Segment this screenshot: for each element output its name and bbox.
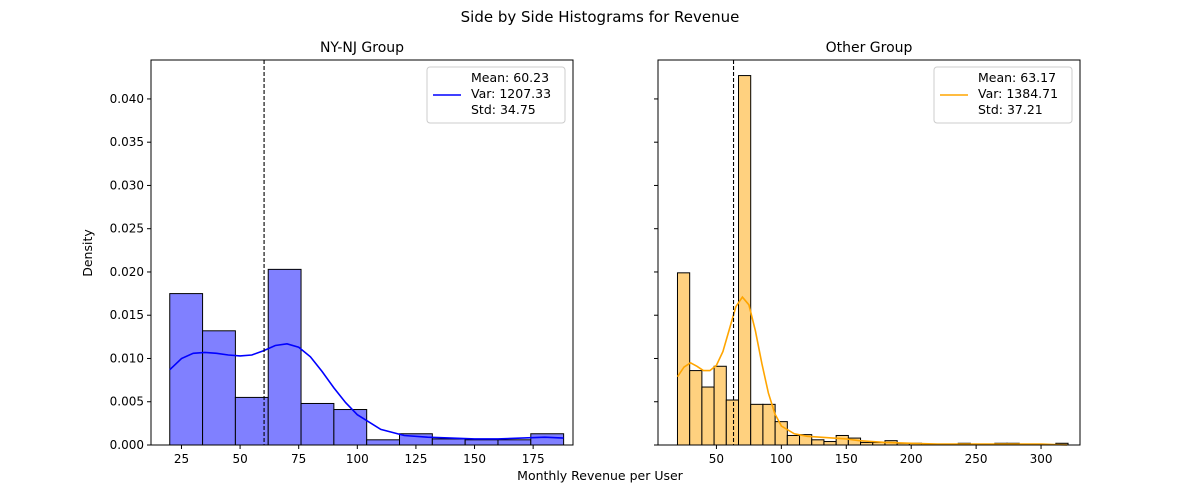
legend-text: Mean: 63.17 — [978, 70, 1056, 85]
x-tick-label: 100 — [346, 452, 369, 466]
histogram-bar — [835, 434, 849, 446]
x-tick-label: 50 — [232, 452, 247, 466]
histogram-bar — [530, 433, 565, 446]
histogram-bar — [300, 402, 335, 446]
x-tick-label: 300 — [1030, 452, 1053, 466]
legend-text: Var: 1384.71 — [978, 86, 1058, 101]
x-tick-label: 250 — [965, 452, 988, 466]
x-tick-label: 25 — [174, 452, 189, 466]
histogram-bar — [497, 439, 532, 446]
x-tick-label: 175 — [522, 452, 545, 466]
panel-ny-nj: NY-NJ Group 25 50 75 100 125 150 175 0.000 0.005 0… — [110, 40, 574, 466]
x-tick-label: 100 — [770, 452, 793, 466]
histogram-bar — [202, 330, 236, 446]
panel-title: Other Group — [826, 40, 913, 56]
histogram-bar — [750, 403, 764, 446]
y-axis-label: Density — [80, 229, 95, 277]
x-tick-label: 150 — [835, 452, 858, 466]
legend-text: Var: 1207.33 — [471, 86, 551, 101]
x-tick-label: 75 — [291, 452, 306, 466]
histogram-bar — [676, 272, 691, 446]
x-tick-label: 50 — [709, 452, 724, 466]
x-tick-label: 150 — [463, 452, 486, 466]
figure-title: Side by Side Histograms for Revenue — [461, 8, 740, 26]
y-tick-label: 0.015 — [110, 308, 144, 322]
histogram-bar — [366, 439, 401, 446]
legend-text: Mean: 60.23 — [471, 70, 549, 85]
x-axis-label: Monthly Revenue per User — [517, 468, 684, 483]
kde-line — [676, 295, 1068, 446]
y-tick-label: 0.020 — [110, 265, 144, 279]
histogram-bar — [701, 386, 715, 446]
legend-text: Std: 37.21 — [978, 102, 1043, 117]
legend-box — [933, 66, 1073, 124]
legend-text: Std: 34.75 — [471, 102, 536, 117]
histogram-bar — [725, 399, 740, 446]
histogram-bar — [713, 365, 727, 446]
y-tick-label: 0.025 — [110, 222, 144, 236]
y-tick-label: 0.000 — [110, 438, 144, 452]
histogram-bar — [333, 409, 368, 446]
histogram-bar — [811, 439, 825, 446]
histogram-bar — [823, 441, 837, 446]
panel-other: Other Group 50 100 150 200 250 300 Mean: 63.17V… — [654, 40, 1081, 466]
y-tick-label: 0.040 — [110, 92, 144, 106]
histogram-bar — [234, 396, 269, 446]
x-tick-label: 125 — [404, 452, 427, 466]
axes-frame — [150, 59, 574, 446]
histogram-bar — [689, 370, 703, 446]
histogram-bar — [169, 293, 204, 446]
y-tick-label: 0.035 — [110, 135, 144, 149]
y-tick-label: 0.010 — [110, 351, 144, 365]
histogram-bar — [464, 439, 499, 446]
y-tick-label: 0.030 — [110, 178, 144, 192]
x-tick-label: 200 — [900, 452, 923, 466]
histogram-bar — [738, 75, 752, 446]
histogram-bar — [431, 438, 466, 446]
axes-frame — [657, 59, 1081, 446]
y-tick-label: 0.005 — [110, 395, 144, 409]
histogram-bar — [786, 434, 801, 446]
histogram-bar — [267, 268, 302, 446]
panel-title: NY-NJ Group — [320, 40, 404, 56]
legend-box — [426, 66, 566, 124]
kde-line — [169, 342, 564, 440]
